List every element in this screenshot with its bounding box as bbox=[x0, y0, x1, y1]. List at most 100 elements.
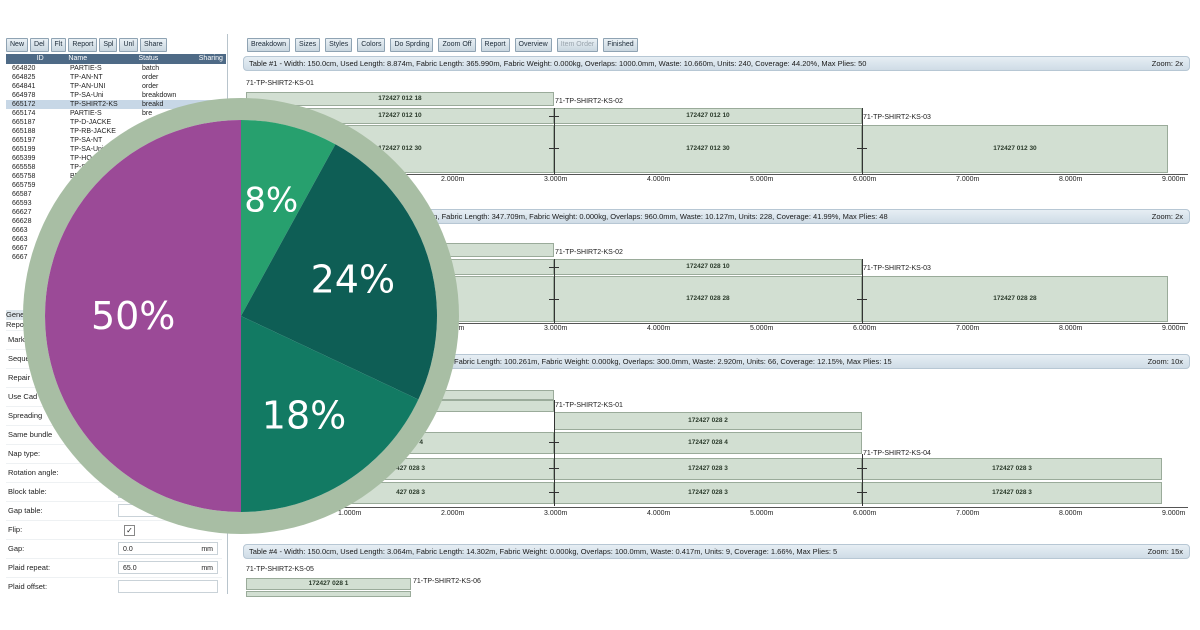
property-row: Plaid repeat: 65.0 mm bbox=[6, 558, 222, 577]
lay-label: 71-TP-SHIRT2-KS-01 bbox=[246, 80, 314, 87]
length-axis bbox=[243, 323, 1188, 324]
cell-id: 66593 bbox=[12, 200, 32, 207]
axis-tick-label: 9.000m bbox=[1162, 176, 1186, 183]
cell-id: 665759 bbox=[12, 182, 36, 189]
property-input[interactable]: 0.0 mm bbox=[118, 542, 218, 555]
unlock-button[interactable]: Unl bbox=[119, 38, 138, 52]
column-id[interactable]: ID bbox=[36, 55, 44, 62]
styles-button[interactable]: Styles bbox=[325, 38, 353, 52]
marker-segment[interactable] bbox=[246, 591, 411, 597]
table-row[interactable]: 665188 TP-RB-JACKE bbox=[6, 127, 226, 136]
marker-segment[interactable]: 172427 028 28 bbox=[862, 276, 1168, 322]
table-row[interactable]: 6663 bbox=[6, 235, 226, 244]
column-sharing[interactable]: Sharing bbox=[198, 55, 223, 62]
property-label: Use Cad bbox=[8, 392, 38, 401]
pie-slice-label: 24% bbox=[311, 258, 395, 302]
report-button[interactable]: Report bbox=[480, 38, 510, 52]
right-toolbar: Breakdown Sizes Styles Colors Do Sprding Zoom… bbox=[247, 38, 638, 52]
breakdown-button[interactable]: Breakdown bbox=[247, 38, 291, 52]
axis-tick-label: 1.000m bbox=[338, 510, 362, 517]
axis-tick-label: 5.000m bbox=[750, 176, 774, 183]
lay-label: 71-TP-SHIRT2-KS-03 bbox=[863, 265, 931, 272]
table-row[interactable]: 665197 TP-SA-NT bbox=[6, 136, 226, 145]
cell-id: 6663 bbox=[12, 227, 28, 234]
table-row[interactable]: 6667 bbox=[6, 253, 226, 262]
filter-button[interactable]: Flt bbox=[50, 38, 67, 52]
axis-tick-label: 7.000m bbox=[956, 510, 980, 517]
cell-status: order bbox=[142, 83, 159, 90]
table-row[interactable]: 66587 bbox=[6, 190, 226, 199]
marker-segment[interactable]: 172427 028 3 bbox=[862, 458, 1162, 480]
zoom-off-button[interactable]: Zoom Off bbox=[438, 38, 476, 52]
delete-button[interactable]: Del bbox=[30, 38, 49, 52]
property-unit: mm bbox=[201, 546, 213, 553]
marker-segment[interactable]: 172427 012 10 bbox=[554, 108, 862, 124]
axis-tick-label: 7.000m bbox=[956, 176, 980, 183]
item-order-button[interactable]: Item Order bbox=[556, 38, 599, 52]
axis-tick-label: 2.000m bbox=[441, 510, 465, 517]
axis-tick-label: 4.000m bbox=[647, 176, 671, 183]
table-row[interactable]: 66627 bbox=[6, 208, 226, 217]
marker-segment[interactable]: 172427 028 28 bbox=[554, 276, 862, 322]
lay-label: 71-TP-SHIRT2-KS-04 bbox=[863, 450, 931, 457]
column-status[interactable]: Status bbox=[138, 55, 159, 62]
marker-segment[interactable]: 172427 012 30 bbox=[554, 125, 862, 173]
share-button[interactable]: Share bbox=[139, 38, 167, 52]
length-axis bbox=[243, 507, 1188, 508]
marker-segment[interactable]: 172427 012 18 bbox=[246, 92, 554, 106]
cell-status: bre bbox=[142, 110, 153, 117]
cell-name: TP-SA-NT bbox=[70, 137, 103, 144]
cell-id: 664978 bbox=[12, 92, 36, 99]
zoom-level[interactable]: Zoom: 15x bbox=[1147, 547, 1183, 556]
props-tab-report[interactable]: Repo bbox=[6, 320, 24, 329]
finished-button[interactable]: Finished bbox=[603, 38, 638, 52]
marker-segment[interactable]: 172427 012 30 bbox=[862, 125, 1168, 173]
cell-id: 6667 bbox=[12, 245, 28, 252]
order-list-body: 664820 PARTIE-S batch 664825 TP-AN-NT order 66… bbox=[6, 64, 226, 262]
column-name[interactable]: Name bbox=[68, 55, 88, 62]
zoom-level[interactable]: Zoom: 10x bbox=[1147, 357, 1183, 366]
table-row[interactable]: 665558 TP-S bbox=[6, 163, 226, 172]
table-row[interactable]: 664841 TP-AN-UNI order bbox=[6, 82, 226, 91]
axis-tick-label: 3.000m bbox=[544, 325, 568, 332]
table-row[interactable]: 665399 TP-HO bbox=[6, 154, 226, 163]
zoom-level[interactable]: Zoom: 2x bbox=[1151, 212, 1183, 221]
split-button[interactable]: Spl bbox=[99, 38, 118, 52]
table-row[interactable]: 665174 PARTIE-S bre bbox=[6, 109, 226, 118]
lay-label: 71-TP-SHIRT2-KS-02 bbox=[555, 249, 623, 256]
report-button-left[interactable]: Report bbox=[68, 38, 98, 52]
table-row[interactable]: 66593 bbox=[6, 199, 226, 208]
marker-segment[interactable]: 172427 028 1 bbox=[246, 578, 411, 590]
cell-name: TP-SHIRT2-KS bbox=[70, 101, 118, 108]
cell-name: TP-RB-JACKE bbox=[70, 128, 116, 135]
sizes-button[interactable]: Sizes bbox=[295, 38, 321, 52]
property-label: Block table: bbox=[8, 487, 47, 496]
zoom-level[interactable]: Zoom: 2x bbox=[1151, 59, 1183, 68]
table-row[interactable]: 664978 TP-SA-Uni breakdown bbox=[6, 91, 226, 100]
table-row[interactable]: 665172 TP-SHIRT2-KS breakd bbox=[6, 100, 226, 109]
flip-checkbox[interactable]: ✓ bbox=[124, 525, 135, 536]
order-list-header: ID Name Status Sharing bbox=[6, 54, 226, 64]
property-label: Rotation angle: bbox=[8, 468, 59, 477]
pie-slice-label: 50% bbox=[91, 294, 175, 338]
axis-tick-label: 8.000m bbox=[1059, 325, 1083, 332]
property-label: Flip: bbox=[8, 525, 23, 534]
overview-button[interactable]: Overview bbox=[514, 38, 552, 52]
table-row[interactable]: 6663 bbox=[6, 226, 226, 235]
cell-id: 664841 bbox=[12, 83, 36, 90]
table-panel-1: Table #1 - Width: 150.0cm, Used Length: … bbox=[243, 56, 1190, 186]
property-row: Flip: ✓ bbox=[6, 520, 222, 539]
table-row[interactable]: 664820 PARTIE-S batch bbox=[6, 64, 226, 73]
property-input[interactable] bbox=[118, 580, 218, 593]
colors-button[interactable]: Colors bbox=[357, 38, 386, 52]
lay-label: 71-TP-SHIRT2-KS-05 bbox=[246, 566, 314, 573]
table-row[interactable]: 66628 bbox=[6, 217, 226, 226]
table-row[interactable]: 664825 TP-AN-NT order bbox=[6, 73, 226, 82]
new-button[interactable]: New bbox=[6, 38, 29, 52]
table-row[interactable]: 665187 TP-D-JACKE bbox=[6, 118, 226, 127]
do-sprding-button[interactable]: Do Sprding bbox=[390, 38, 434, 52]
property-row: Plaid offset: bbox=[6, 577, 222, 596]
property-input[interactable]: 65.0 mm bbox=[118, 561, 218, 574]
table-row[interactable]: 6667 bbox=[6, 244, 226, 253]
table-row[interactable]: 665199 TP-SA-Uni bbox=[6, 145, 226, 154]
